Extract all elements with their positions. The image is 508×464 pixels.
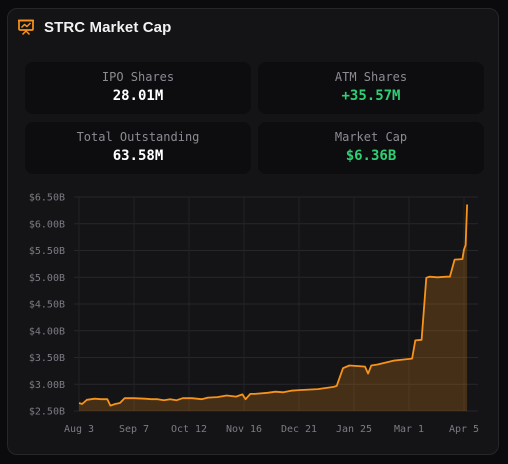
x-tick-label: Oct 12	[171, 424, 207, 435]
y-tick-label: $2.50B	[29, 407, 65, 418]
stat-ipo-shares: IPO Shares 28.01M	[25, 62, 251, 114]
y-tick-label: $4.50B	[29, 300, 65, 311]
y-tick-label: $5.50B	[29, 246, 65, 257]
y-tick-label: $6.50B	[29, 193, 65, 204]
stat-label: ATM Shares	[334, 70, 408, 84]
series-line	[78, 204, 468, 407]
x-tick-label: Apr 5	[449, 424, 479, 435]
x-tick-label: Nov 16	[226, 424, 262, 435]
y-tick-label: $3.00B	[29, 380, 65, 391]
stat-value: +35.57M	[341, 88, 401, 104]
x-tick-label: Jan 25	[336, 424, 372, 435]
x-tick-label: Sep 7	[119, 424, 149, 435]
x-tick-label: Mar 1	[394, 424, 424, 435]
y-tick-label: $6.00B	[29, 219, 65, 230]
stat-label: Total Outstanding	[76, 130, 200, 144]
stat-label: IPO Shares	[101, 70, 175, 84]
stat-atm-shares: ATM Shares +35.57M	[258, 62, 484, 114]
stat-value: 28.01M	[112, 88, 164, 104]
y-tick-label: $5.00B	[29, 273, 65, 284]
stat-value: 63.58M	[112, 148, 164, 164]
stat-label: Market Cap	[334, 130, 408, 144]
y-tick-label: $4.00B	[29, 326, 65, 337]
x-tick-label: Aug 3	[64, 424, 94, 435]
stat-total-outstanding: Total Outstanding 63.58M	[25, 122, 251, 174]
card-title: STRC Market Cap	[44, 18, 172, 36]
presentation-chart-icon	[17, 18, 35, 36]
stat-value: $6.36B	[345, 148, 397, 164]
series-area-fill	[79, 204, 468, 411]
card-header: STRC Market Cap	[17, 18, 171, 36]
x-tick-label: Dec 21	[281, 424, 317, 435]
y-tick-label: $3.50B	[29, 353, 65, 364]
stat-market-cap: Market Cap $6.36B	[258, 122, 484, 174]
